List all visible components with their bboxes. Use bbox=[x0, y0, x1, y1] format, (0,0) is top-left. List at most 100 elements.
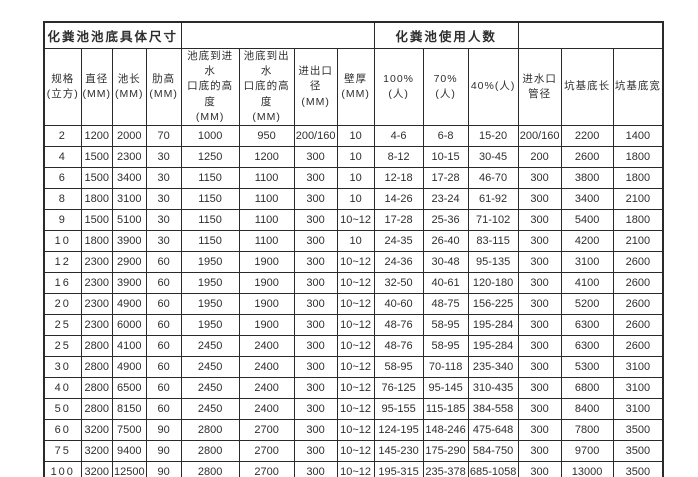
table-cell: 50 bbox=[43, 398, 82, 421]
table-cell: 10~12 bbox=[336, 440, 375, 463]
table-cell: 12-18 bbox=[373, 167, 424, 190]
table-section-header-empty bbox=[180, 21, 375, 49]
table-cell: 7500 bbox=[112, 419, 147, 442]
table-cell: 300 bbox=[517, 272, 562, 295]
column-header: 100%(人) bbox=[373, 47, 424, 127]
table-cell: 2100 bbox=[612, 230, 664, 253]
table-container: 化粪池池底具体尺寸 化粪池使用人数 规格 (立方) 直径 (MM) 池长 (MM) 肋高… bbox=[43, 21, 665, 477]
table-cell: 300 bbox=[517, 293, 562, 316]
table-cell: 475-648 bbox=[467, 419, 519, 442]
table-cell: 5200 bbox=[560, 293, 614, 316]
table-cell: 48-76 bbox=[373, 314, 424, 337]
table-cell: 26-40 bbox=[422, 230, 469, 253]
table-cell: 10 bbox=[43, 230, 82, 253]
table-cell: 300 bbox=[293, 356, 338, 379]
column-header: 直径 (MM) bbox=[80, 47, 113, 127]
table-cell: 25-36 bbox=[422, 209, 469, 232]
table-cell: 1950 bbox=[180, 272, 240, 295]
table-cell: 300 bbox=[517, 251, 562, 274]
table-cell: 2800 bbox=[80, 398, 113, 421]
table-cell: 1100 bbox=[238, 209, 295, 232]
table-cell: 6 bbox=[43, 167, 82, 190]
column-header: 池底到进水 口底的高度 (MM) bbox=[180, 47, 240, 127]
table-cell: 300 bbox=[293, 461, 338, 477]
table-cell: 2800 bbox=[80, 335, 113, 358]
table-cell: 10~12 bbox=[336, 272, 375, 295]
table-cell: 300 bbox=[517, 167, 562, 190]
table-cell: 10~12 bbox=[336, 251, 375, 274]
table-cell: 30 bbox=[145, 230, 182, 253]
table-cell: 20 bbox=[43, 293, 82, 316]
table-row: 40 2800 6500 60 2450 2400 300 10~12 76-125 95-145… bbox=[43, 377, 664, 400]
table-cell: 1500 bbox=[80, 167, 113, 190]
table-cell: 60 bbox=[145, 377, 182, 400]
table-section-header: 化粪池池底具体尺寸 bbox=[43, 21, 182, 49]
column-header: 池长 (MM) bbox=[112, 47, 147, 127]
column-header: 40%(人) bbox=[467, 47, 519, 127]
table-cell: 6500 bbox=[112, 377, 147, 400]
table-cell: 8 bbox=[43, 188, 82, 211]
table-cell: 2600 bbox=[612, 335, 664, 358]
table-cell: 2400 bbox=[238, 398, 295, 421]
table-cell: 10 bbox=[336, 125, 375, 148]
table-cell: 2 bbox=[43, 125, 82, 148]
table-cell: 4900 bbox=[112, 293, 147, 316]
table-cell: 95-155 bbox=[373, 398, 424, 421]
table-cell: 13000 bbox=[560, 461, 614, 477]
table-cell: 4 bbox=[43, 146, 82, 169]
table-cell: 300 bbox=[293, 188, 338, 211]
table-cell: 4200 bbox=[560, 230, 614, 253]
table-cell: 60 bbox=[43, 419, 82, 442]
table-cell: 120-180 bbox=[467, 272, 519, 295]
table-row: 25 2800 4100 60 2450 2400 300 10~12 48-76 58-95 19… bbox=[43, 335, 664, 358]
column-header: 规格 (立方) bbox=[43, 47, 82, 127]
table-row: 100 3200 12500 90 2800 2700 300 10~12 195-315 235… bbox=[43, 461, 664, 477]
table-cell: 30 bbox=[145, 209, 182, 232]
table-cell: 1000 bbox=[180, 125, 240, 148]
table-cell: 7800 bbox=[560, 419, 614, 442]
table-cell: 200/160 bbox=[293, 125, 338, 148]
table-cell: 1900 bbox=[238, 314, 295, 337]
table-cell: 46-70 bbox=[467, 167, 519, 190]
table-cell: 2600 bbox=[612, 272, 664, 295]
table-cell: 3400 bbox=[112, 167, 147, 190]
table-cell: 95-145 bbox=[422, 377, 469, 400]
table-cell: 1800 bbox=[612, 209, 664, 232]
table-cell: 300 bbox=[293, 314, 338, 337]
table-cell: 2200 bbox=[560, 125, 614, 148]
table-cell: 90 bbox=[145, 440, 182, 463]
table-row: 30 2800 4900 60 2450 2400 300 10~12 58-95 70-118 2… bbox=[43, 356, 664, 379]
table-cell: 12 bbox=[43, 251, 82, 274]
table-cell: 58-95 bbox=[373, 356, 424, 379]
table-cell: 100 bbox=[43, 461, 82, 477]
table-row: 75 3200 9400 90 2800 2700 300 10~12 145-230 175-2… bbox=[43, 440, 664, 463]
table-cell: 1900 bbox=[238, 272, 295, 295]
table-cell: 156-225 bbox=[467, 293, 519, 316]
table-cell: 310-435 bbox=[467, 377, 519, 400]
table-cell: 4-6 bbox=[373, 125, 424, 148]
table-cell: 2800 bbox=[180, 461, 240, 477]
table-cell: 1150 bbox=[180, 188, 240, 211]
table-cell: 584-750 bbox=[467, 440, 519, 463]
table-cell: 9400 bbox=[112, 440, 147, 463]
table-cell: 300 bbox=[517, 335, 562, 358]
table-row: 9 1500 5100 30 1150 1100 300 10~12 17-28 25-36 71-… bbox=[43, 209, 664, 232]
table-cell: 2400 bbox=[238, 356, 295, 379]
table-cell: 10~12 bbox=[336, 356, 375, 379]
table-cell: 300 bbox=[293, 209, 338, 232]
table-cell: 40-61 bbox=[422, 272, 469, 295]
table-cell: 5300 bbox=[560, 356, 614, 379]
table-cell: 30 bbox=[145, 146, 182, 169]
table-cell: 2800 bbox=[80, 377, 113, 400]
table-cell: 17-28 bbox=[373, 209, 424, 232]
table-cell: 300 bbox=[517, 188, 562, 211]
table-cell: 300 bbox=[517, 356, 562, 379]
table-cell: 4900 bbox=[112, 356, 147, 379]
column-header: 进出口径 (MM) bbox=[293, 47, 338, 127]
table-cell: 9700 bbox=[560, 440, 614, 463]
table-row: 4 1500 2300 30 1250 1200 300 10 8-12 10-15 30-45 20… bbox=[43, 146, 664, 169]
column-header-row: 规格 (立方) 直径 (MM) 池长 (MM) 肋高 (MM) 池底到进水 口底的高度 … bbox=[43, 47, 664, 127]
table-cell: 300 bbox=[293, 272, 338, 295]
table-cell: 12500 bbox=[112, 461, 147, 477]
